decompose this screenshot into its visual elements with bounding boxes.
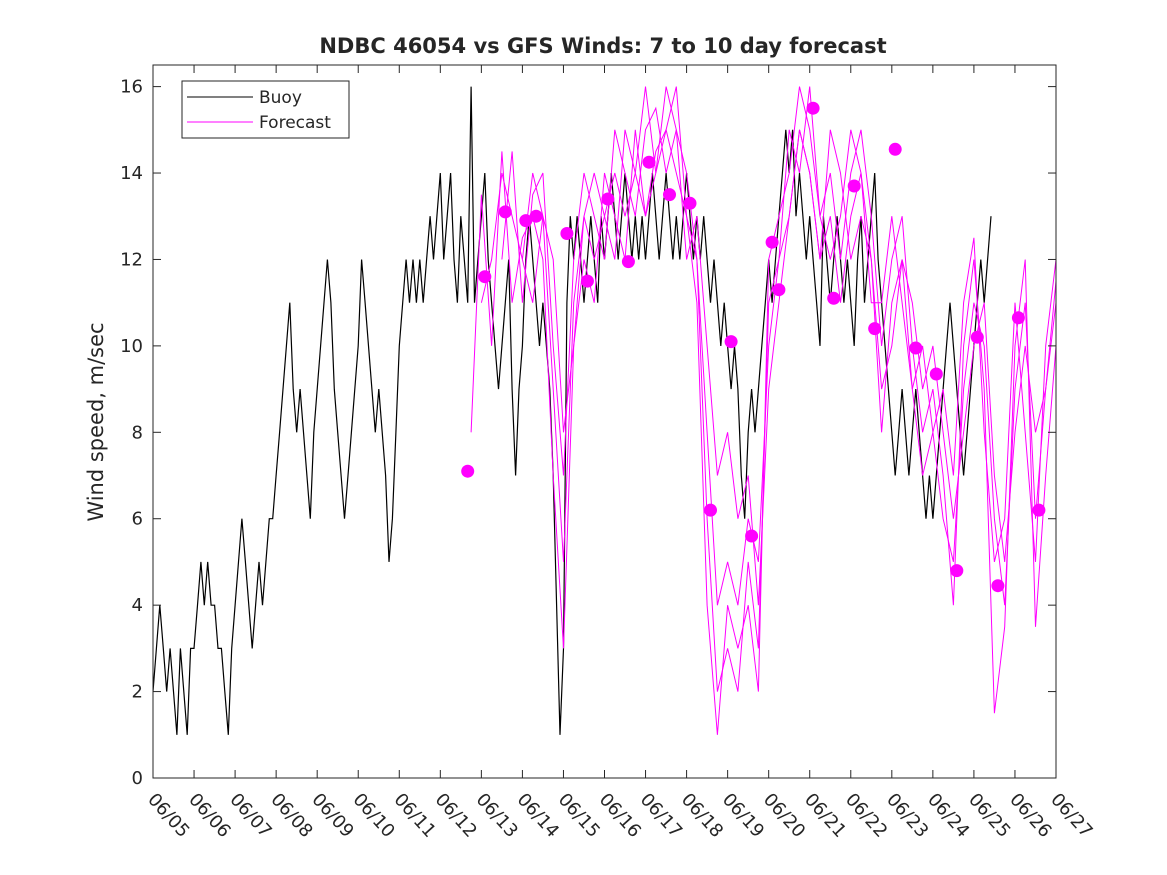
forecast-marker xyxy=(724,335,738,349)
y-tick-label: 14 xyxy=(120,163,143,184)
series-layer xyxy=(153,86,1056,735)
forecast-marker xyxy=(970,330,984,344)
y-tick-label: 6 xyxy=(132,509,143,530)
y-tick-label: 12 xyxy=(120,249,143,270)
forecast-marker xyxy=(601,192,615,206)
legend-label-buoy: Buoy xyxy=(259,88,302,108)
forecast-marker xyxy=(642,155,656,169)
forecast-marker xyxy=(663,188,676,202)
forecast-marker xyxy=(478,270,492,284)
y-axis-label: Wind speed, m/sec xyxy=(84,322,108,521)
chart-title: NDBC 46054 vs GFS Winds: 7 to 10 day for… xyxy=(319,34,886,58)
forecast-marker xyxy=(461,464,475,478)
forecast-marker xyxy=(1032,503,1046,517)
forecast-marker xyxy=(580,274,594,288)
legend: Buoy Forecast xyxy=(181,80,350,139)
forecast-marker xyxy=(745,529,759,543)
forecast-marker xyxy=(621,255,635,269)
series-line-buoy xyxy=(153,86,992,735)
forecast-marker xyxy=(704,503,717,517)
series-line-forecast-3 xyxy=(501,86,1056,606)
forecast-marker xyxy=(806,101,820,115)
forecast-marker xyxy=(929,367,943,381)
legend-box xyxy=(181,80,350,139)
y-axis: 0 2 4 6 8 10 12 14 16 xyxy=(120,77,1056,789)
y-tick-label: 4 xyxy=(132,595,143,616)
series-line-forecast-4 xyxy=(521,86,1056,606)
forecast-marker xyxy=(950,564,964,578)
forecast-marker xyxy=(909,341,923,355)
forecast-marker xyxy=(847,179,861,193)
forecast-marker xyxy=(683,196,697,210)
forecast-marker xyxy=(765,235,779,249)
forecast-marker xyxy=(827,291,841,305)
forecast-marker xyxy=(560,227,574,240)
forecast-marker xyxy=(868,322,882,336)
forecast-marker xyxy=(1011,311,1025,325)
y-tick-label: 0 xyxy=(132,768,143,789)
y-tick-label: 8 xyxy=(132,422,143,443)
forecast-marker xyxy=(772,283,786,297)
y-tick-label: 2 xyxy=(132,682,143,703)
forecast-marker xyxy=(498,205,512,219)
legend-label-forecast: Forecast xyxy=(259,113,331,133)
y-tick-label: 16 xyxy=(120,77,143,98)
series-line-forecast-2 xyxy=(480,86,1056,735)
forecast-marker xyxy=(529,209,543,223)
forecast-marker xyxy=(991,579,1005,593)
forecast-marker xyxy=(888,142,902,156)
y-tick-label: 10 xyxy=(120,336,143,357)
forecast-marker xyxy=(519,214,533,228)
